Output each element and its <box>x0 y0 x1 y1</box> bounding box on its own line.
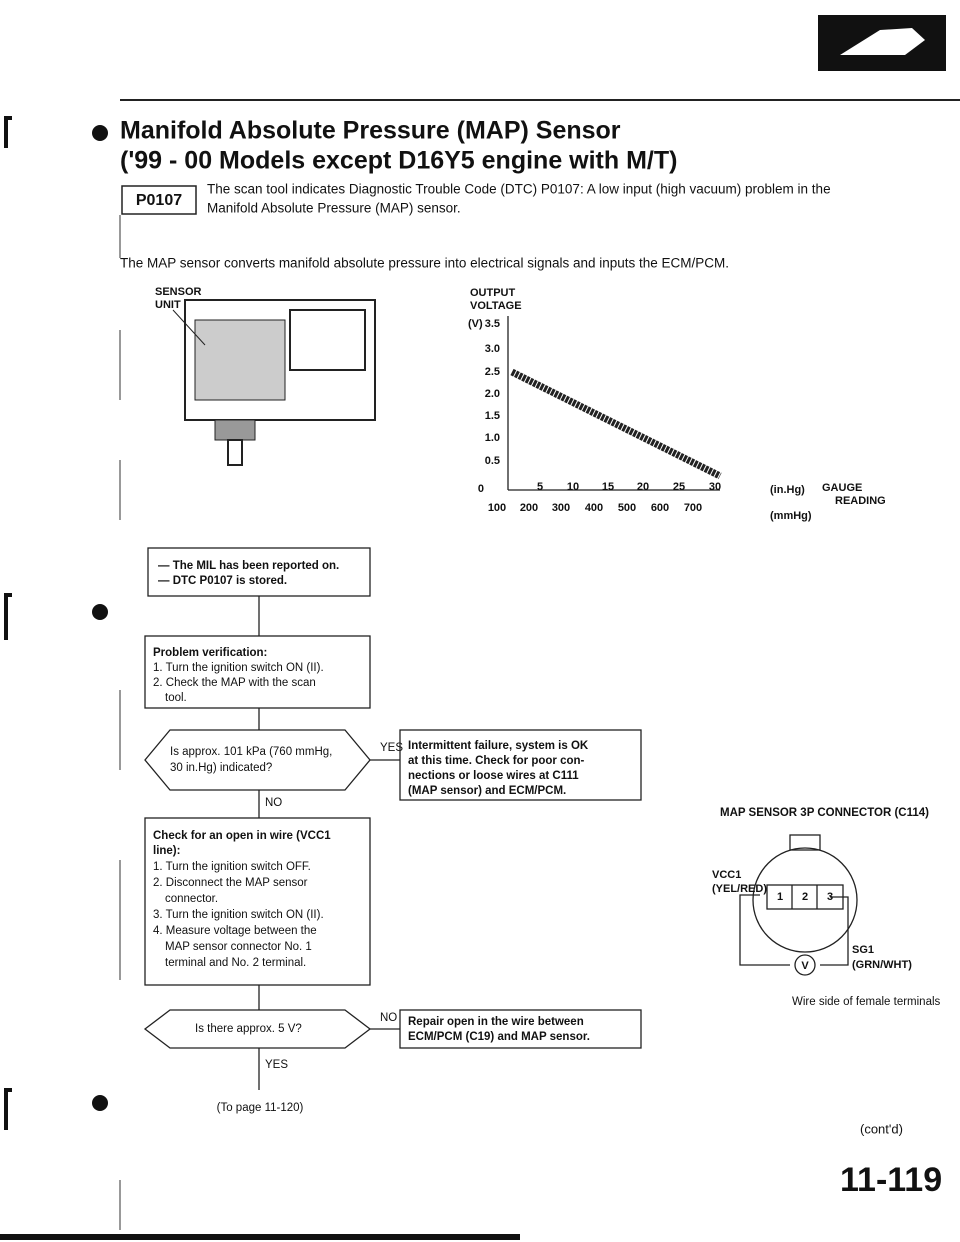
voltage-line <box>510 368 722 480</box>
flow-box <box>399 729 642 801</box>
x-tick-label: 300 <box>552 502 570 514</box>
contd: (cont'd) <box>860 1121 903 1136</box>
x-tick-label: 700 <box>684 502 702 514</box>
connector-caption: Wire side of female terminals <box>792 996 941 1008</box>
y-tick-label: 3.5 <box>485 318 500 330</box>
wire-label: (GRN/WHT) <box>852 959 912 971</box>
flow-text: (To page 11-120) <box>217 1102 304 1114</box>
binding-marks <box>4 116 121 1230</box>
flow-text: line): <box>153 845 180 857</box>
flow-text: terminal and No. 2 terminal. <box>165 957 306 969</box>
dtc-text: Manifold Absolute Pressure (MAP) sensor. <box>207 201 461 216</box>
flow-text: (MAP sensor) and ECM/PCM. <box>408 785 566 797</box>
y-tick-label: 2.0 <box>485 388 500 400</box>
x-tick-label: 20 <box>637 481 649 493</box>
dtc-code: P0107 <box>136 192 182 209</box>
dtc-text: The scan tool indicates Diagnostic Troub… <box>207 182 831 197</box>
y-tick-label: 3.0 <box>485 343 500 355</box>
flow-text: NO <box>380 1012 397 1024</box>
x-label: READING <box>835 495 886 507</box>
flow-text: Repair open in the wire between <box>408 1016 584 1028</box>
y-tick-label: 0.5 <box>485 455 500 467</box>
flow-text: at this time. Check for poor con- <box>408 755 585 767</box>
graph-title: OUTPUT <box>470 287 516 299</box>
flow-text: 2. Check the MAP with the scan <box>153 677 316 689</box>
graph-title: VOLTAGE <box>470 300 522 312</box>
x-tick-label: 15 <box>602 481 614 493</box>
flow-text: YES <box>380 742 403 754</box>
origin-label: 0 <box>478 483 484 495</box>
y-tick-label: 2.5 <box>485 366 500 378</box>
x-unit: (in.Hg) <box>770 484 805 496</box>
flow-text: 1. Turn the ignition switch ON (II). <box>153 662 324 674</box>
flow-text: YES <box>265 1059 288 1071</box>
flow-decision <box>144 729 371 791</box>
flow-box <box>144 817 371 986</box>
connector-drawing <box>739 834 858 976</box>
flow-box <box>147 547 371 597</box>
flow-text: Is there approx. 5 V? <box>195 1023 302 1035</box>
flow-text: tool. <box>165 692 187 704</box>
flow-text: 1. Turn the ignition switch OFF. <box>153 861 311 873</box>
flow-text: NO <box>265 797 282 809</box>
flow-text: 30 in.Hg) indicated? <box>170 762 272 774</box>
x-tick-label: 30 <box>709 481 721 493</box>
flow-text: ECM/PCM (C19) and MAP sensor. <box>408 1031 590 1043</box>
x-tick-label: 400 <box>585 502 603 514</box>
meter-symbol: V <box>801 960 809 972</box>
sensor-drawing <box>172 299 376 466</box>
wire-label: SG1 <box>852 944 874 956</box>
x-tick-label: 100 <box>488 502 506 514</box>
flow-text: 3. Turn the ignition switch ON (II). <box>153 909 324 921</box>
flow-text: Is approx. 101 kPa (760 mmHg, <box>170 746 332 758</box>
flowchart-lines <box>258 596 400 1090</box>
flow-text: MAP sensor connector No. 1 <box>165 941 312 953</box>
bottom-bar <box>0 1234 520 1240</box>
wire-label: VCC1 <box>712 869 741 881</box>
x-label: GAUGE <box>822 482 862 494</box>
sensor-label: UNIT <box>155 299 181 311</box>
y-unit: (V) <box>468 318 483 330</box>
title: Manifold Absolute Pressure (MAP) Sensor <box>120 117 621 145</box>
flow-box <box>399 1009 642 1049</box>
wire-label: (YEL/RED) <box>712 883 767 895</box>
connector-title: MAP SENSOR 3P CONNECTOR (C114) <box>720 807 929 819</box>
subtitle: ('99 - 00 Models except D16Y5 engine wit… <box>120 147 677 175</box>
flow-text: nections or loose wires at C111 <box>408 770 579 782</box>
flow-box <box>144 635 371 709</box>
x-tick-label: 5 <box>537 481 543 493</box>
pin-number: 3 <box>827 891 833 903</box>
y-tick-label: 1.0 <box>485 432 500 444</box>
pin-number: 2 <box>802 891 808 903</box>
flow-text: Problem verification: <box>153 647 267 659</box>
flow-decision <box>143 1009 372 1049</box>
x-tick-label: 600 <box>651 502 669 514</box>
flow-text: Intermittent failure, system is OK <box>408 740 589 752</box>
dtc-box <box>121 185 197 215</box>
intro: The MAP sensor converts manifold absolut… <box>120 256 729 271</box>
pin-number: 1 <box>777 891 783 903</box>
page-number: 11-119 <box>840 1161 942 1199</box>
x-tick-label: 200 <box>520 502 538 514</box>
flow-text: — The MIL has been reported on. <box>158 560 339 572</box>
flow-text: — DTC P0107 is stored. <box>158 575 287 587</box>
flow-text: Check for an open in wire (VCC1 <box>153 830 331 842</box>
x-tick-label: 10 <box>567 481 579 493</box>
icon-car <box>840 28 925 55</box>
flow-text: connector. <box>165 893 218 905</box>
flow-text: 2. Disconnect the MAP sensor <box>153 877 308 889</box>
sensor-label: SENSOR <box>155 286 202 298</box>
flow-text: 4. Measure voltage between the <box>153 925 317 937</box>
x-unit: (mmHg) <box>770 510 812 522</box>
x-tick-label: 25 <box>673 481 685 493</box>
x-tick-label: 500 <box>618 502 636 514</box>
y-tick-label: 1.5 <box>485 410 500 422</box>
